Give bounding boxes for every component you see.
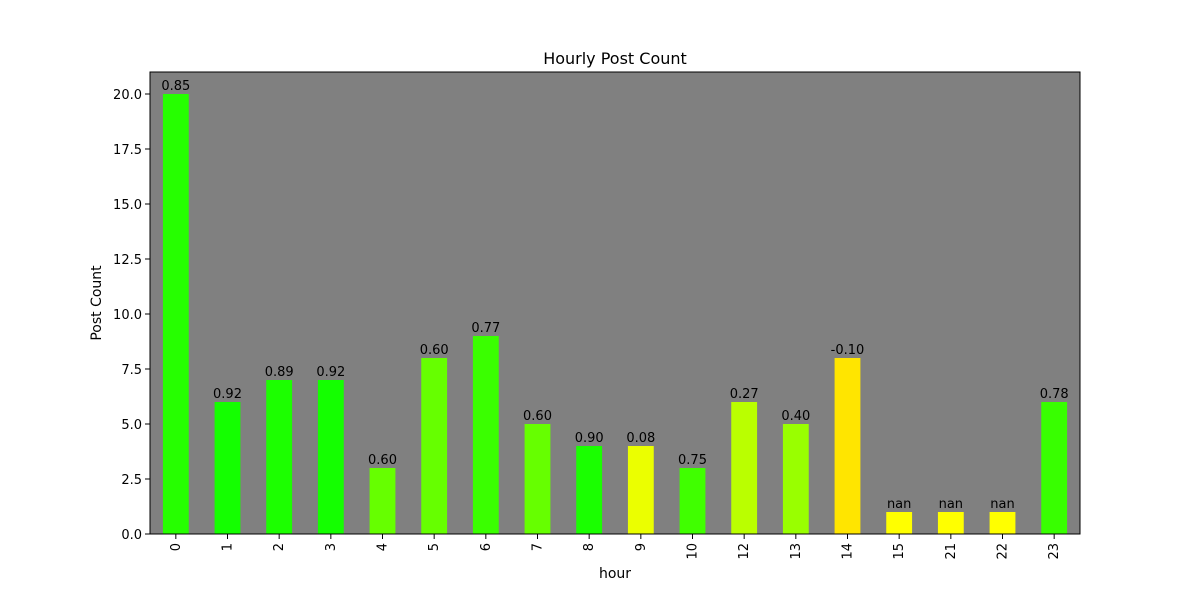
bar-hour-4	[369, 468, 396, 534]
y-tick-label: 20.0	[113, 88, 142, 103]
bar-value-label: 0.78	[1040, 387, 1069, 402]
x-axis-label: hour	[599, 566, 631, 582]
bar-hour-7	[524, 424, 551, 534]
x-tick-label: 13	[789, 543, 804, 560]
bar-labels-group: 0.85 0.92 0.89 0.92 0.60 0.60 0.77 0.60 0.90 0.08…	[161, 79, 1068, 512]
bars-group	[162, 94, 1068, 534]
bar-value-label: 0.60	[420, 343, 449, 358]
y-tick-label: 5.0	[121, 418, 142, 433]
x-tick-label: 14	[841, 543, 856, 560]
x-tick-label: 21	[944, 543, 959, 560]
bar-hour-2	[266, 380, 293, 534]
x-tick-label: 1	[221, 543, 236, 551]
x-axis: 0 1 2 3 4 5 6 7 8 9 10 12 13 14 15 21 22 23	[169, 534, 1062, 560]
x-tick-label: 5	[427, 543, 442, 551]
bar-value-label: -0.10	[831, 343, 865, 358]
bar-hour-21	[937, 512, 964, 534]
y-tick-label: 12.5	[113, 253, 142, 268]
y-axis: 0.0 2.5 5.0 7.5 10.0 12.5 15.0 17.5 20.0	[113, 88, 150, 543]
bar-value-label: 0.92	[213, 387, 242, 402]
x-tick-label: 2	[272, 543, 287, 551]
chart-title: Hourly Post Count	[543, 49, 687, 68]
bar-value-label: 0.92	[316, 365, 345, 380]
x-tick-label: 9	[634, 543, 649, 551]
bar-hour-9	[627, 446, 654, 534]
x-tick-label: 7	[531, 543, 546, 551]
bar-value-label: 0.85	[161, 79, 190, 94]
x-tick-label: 15	[892, 543, 907, 560]
bar-value-label: 0.90	[575, 431, 604, 446]
bar-hour-12	[731, 402, 758, 534]
y-axis-label: Post Count	[89, 265, 105, 341]
x-tick-label: 4	[376, 543, 391, 551]
y-tick-label: 7.5	[121, 363, 142, 378]
bar-value-label: nan	[990, 497, 1014, 512]
bar-value-label: nan	[887, 497, 911, 512]
bar-value-label: 0.40	[781, 409, 810, 424]
plot-area	[150, 72, 1080, 534]
bar-hour-23	[1041, 402, 1068, 534]
x-tick-label: 23	[1047, 543, 1062, 560]
x-tick-label: 0	[169, 543, 184, 551]
bar-hour-6	[472, 336, 499, 534]
bar-hour-1	[214, 402, 241, 534]
bar-hour-13	[782, 424, 809, 534]
bar-hour-3	[317, 380, 344, 534]
plot-frame	[149, 71, 1081, 535]
bar-hour-14	[834, 358, 861, 534]
bar-value-label: 0.60	[523, 409, 552, 424]
bar-value-label: 0.27	[730, 387, 759, 402]
y-tick-label: 0.0	[121, 528, 142, 543]
bar-hour-15	[886, 512, 913, 534]
bar-value-label: nan	[939, 497, 963, 512]
bar-value-label: 0.75	[678, 453, 707, 468]
y-tick-label: 2.5	[121, 473, 142, 488]
x-tick-label: 8	[582, 543, 597, 551]
bar-value-label: 0.89	[265, 365, 294, 380]
x-tick-label: 6	[479, 543, 494, 551]
x-tick-label: 22	[996, 543, 1011, 560]
bar-hour-8	[576, 446, 603, 534]
bar-hour-5	[421, 358, 448, 534]
bar-hour-22	[989, 512, 1016, 534]
x-tick-label: 12	[737, 543, 752, 560]
y-tick-label: 15.0	[113, 198, 142, 213]
bar-value-label: 0.60	[368, 453, 397, 468]
y-tick-label: 10.0	[113, 308, 142, 323]
bar-hour-0	[162, 94, 189, 534]
bar-value-label: 0.08	[626, 431, 655, 446]
bar-value-label: 0.77	[471, 321, 500, 336]
x-tick-label: 3	[324, 543, 339, 551]
bar-hour-10	[679, 468, 706, 534]
x-tick-label: 10	[686, 543, 701, 560]
y-tick-label: 17.5	[113, 143, 142, 158]
